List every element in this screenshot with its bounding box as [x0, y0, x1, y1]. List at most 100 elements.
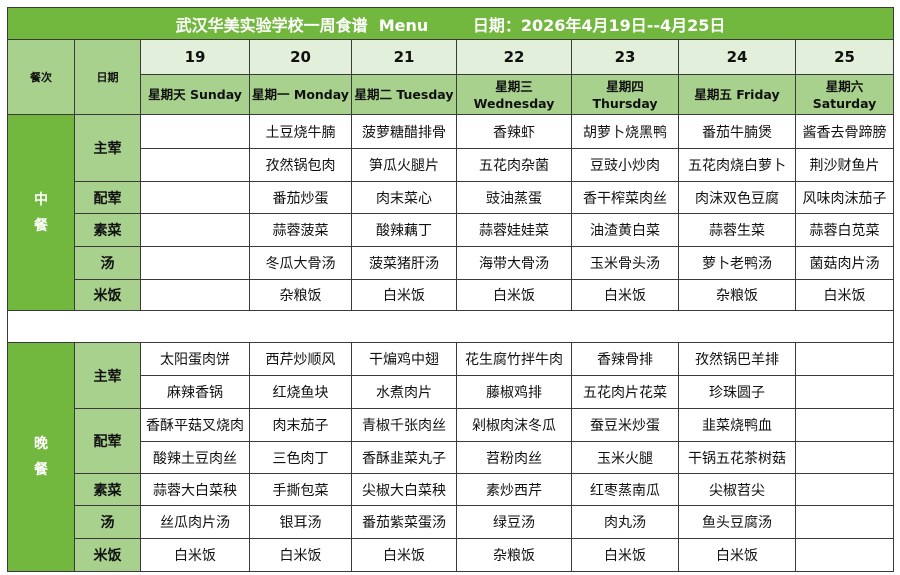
menu-row: 晚餐 主荤 太阳蛋肉饼 西芹炒顺风 干煸鸡中翅 花生腐竹拌牛肉 香辣骨排 孜然锅巴羊排	[7, 342, 894, 572]
dish-cell	[795, 473, 894, 506]
meal-name: 晚餐	[34, 436, 48, 478]
dish-cell: 孜然锅巴羊排	[678, 342, 796, 376]
dish-cell: 绿豆汤	[456, 505, 572, 539]
day-weekday: 星期一 Monday	[249, 74, 352, 115]
title-row: 武汉华美实验学校一周食谱 Menu 日期：2026年4月19日--4月25日	[7, 7, 894, 40]
dish-cell: 白米饭	[351, 538, 457, 572]
dish-cell: 肉沫双色豆腐	[678, 181, 796, 214]
dish-cell: 酸辣土豆肉丝	[140, 441, 250, 474]
category-label: 米饭	[74, 279, 141, 311]
dish-cell: 干锅五花茶树菇	[678, 441, 796, 474]
menu-row: 麻辣香锅 红烧鱼块 水煮肉片 藤椒鸡排 五花肉片花菜 珍珠圆子	[8, 375, 894, 409]
dish-cell: 白米饭	[678, 538, 796, 572]
dish-cell: 太阳蛋肉饼	[140, 342, 250, 376]
dish-cell: 杂粮饭	[678, 279, 796, 311]
dish-cell: 番茄紫菜蛋汤	[351, 505, 457, 539]
menu-row: 配荤 番茄炒蛋 肉末菜心 豉油蒸蛋 香干榨菜肉丝 肉沫双色豆腐 风味肉沫茄子	[8, 181, 894, 214]
dish-cell: 白米饭	[351, 279, 457, 311]
dish-cell: 菠菜猪肝汤	[351, 246, 457, 280]
meal-label: 晚餐	[7, 342, 75, 572]
separator-cell	[7, 310, 894, 343]
dish-cell: 香辣骨排	[571, 342, 679, 376]
dish-cell	[140, 213, 250, 247]
dish-cell: 白米饭	[140, 538, 250, 572]
dish-cell: 素炒西芹	[456, 473, 572, 506]
dish-cell: 韭菜烧鸭血	[678, 408, 796, 442]
dish-cell: 孜然锅包肉	[249, 148, 352, 182]
dish-cell: 白米饭	[249, 538, 352, 572]
menu-row: 汤 冬瓜大骨汤 菠菜猪肝汤 海带大骨汤 玉米骨头汤 萝卜老鸭汤 菌菇肉片汤	[8, 246, 894, 280]
menu-row: 素菜 蒜蓉大白菜秧 手撕包菜 尖椒大白菜秧 素炒西芹 红枣蒸南瓜 尖椒苕尖	[8, 473, 894, 506]
dish-cell: 肉末茄子	[249, 408, 352, 442]
dish-cell: 杂粮饭	[456, 538, 572, 572]
dish-cell: 鱼头豆腐汤	[678, 505, 796, 539]
menu-row: 米饭 白米饭 白米饭 白米饭 杂粮饭 白米饭 白米饭	[8, 538, 894, 572]
dish-cell: 荆沙财鱼片	[795, 148, 894, 182]
dish-cell	[795, 505, 894, 539]
dish-cell	[140, 246, 250, 280]
meal-header: 餐次	[7, 39, 75, 115]
dish-cell: 蒜蓉大白菜秧	[140, 473, 250, 506]
dish-cell: 豉油蒸蛋	[456, 181, 572, 214]
dish-cell: 胡萝卜烧黑鸭	[571, 114, 679, 149]
dish-cell	[795, 538, 894, 572]
dish-cell: 水煮肉片	[351, 375, 457, 409]
menu-row: 米饭 杂粮饭 白米饭 白米饭 白米饭 杂粮饭 白米饭	[8, 279, 894, 311]
dish-cell	[795, 408, 894, 442]
dish-cell: 银耳汤	[249, 505, 352, 539]
dish-cell: 油渣黄白菜	[571, 213, 679, 247]
date-header: 日期	[74, 39, 141, 115]
menu-title: 武汉华美实验学校一周食谱 Menu 日期：2026年4月19日--4月25日	[7, 7, 894, 40]
meal-separator	[7, 310, 894, 343]
dish-cell: 冬瓜大骨汤	[249, 246, 352, 280]
day-date: 23	[571, 39, 679, 75]
dish-cell: 番茄牛腩煲	[678, 114, 796, 149]
dish-cell: 五花肉片花菜	[571, 375, 679, 409]
dish-cell: 三色肉丁	[249, 441, 352, 474]
dish-cell: 五花肉杂菌	[456, 148, 572, 182]
dish-cell: 蒜蓉生菜	[678, 213, 796, 247]
dish-cell: 麻辣香锅	[140, 375, 250, 409]
day-weekday: 星期六 Saturday	[795, 74, 894, 115]
dish-cell	[140, 279, 250, 311]
menu-row: 孜然锅包肉 笋瓜火腿片 五花肉杂菌 豆豉小炒肉 五花肉烧白萝卜 荆沙财鱼片	[8, 148, 894, 182]
day-date: 25	[795, 39, 894, 75]
dish-cell: 香酥韭菜丸子	[351, 441, 457, 474]
dish-cell: 萝卜老鸭汤	[678, 246, 796, 280]
dish-cell	[140, 181, 250, 214]
category-label: 配荤	[74, 181, 141, 214]
dish-cell: 珍珠圆子	[678, 375, 796, 409]
day-weekday: 星期五 Friday	[678, 74, 796, 115]
dish-cell: 干煸鸡中翅	[351, 342, 457, 376]
dish-cell: 豆豉小炒肉	[571, 148, 679, 182]
dish-cell: 青椒千张肉丝	[351, 408, 457, 442]
day-date: 20	[249, 39, 352, 75]
dish-cell: 杂粮饭	[249, 279, 352, 311]
dish-cell: 酱香去骨蹄膀	[795, 114, 894, 149]
dish-cell: 玉米骨头汤	[571, 246, 679, 280]
dish-cell: 香酥平菇叉烧肉	[140, 408, 250, 442]
category-label: 配荤	[74, 408, 141, 474]
dish-cell: 香干榨菜肉丝	[571, 181, 679, 214]
dish-cell: 玉米火腿	[571, 441, 679, 474]
day-weekday: 星期二 Tuesday	[351, 74, 457, 115]
dish-cell: 五花肉烧白萝卜	[678, 148, 796, 182]
menu-row: 中餐 主荤 土豆烧牛腩 菠萝糖醋排骨 香辣虾 胡萝卜烧黑鸭 番茄牛腩煲 酱香去骨蹄膀	[7, 114, 894, 311]
menu-row: 素菜 蒜蓉菠菜 酸辣藕丁 蒜蓉娃娃菜 油渣黄白菜 蒜蓉生菜 蒜蓉白苋菜	[8, 213, 894, 247]
menu-row: 汤丝瓜肉片汤 银耳汤 番茄紫菜蛋汤 绿豆汤 肉丸汤 鱼头豆腐汤	[8, 505, 894, 539]
dish-cell: 尖椒苕尖	[678, 473, 796, 506]
dish-cell	[795, 441, 894, 474]
meal-label: 中餐	[7, 114, 75, 311]
day-date: 24	[678, 39, 796, 75]
category-label: 汤	[74, 246, 141, 280]
dish-cell: 酸辣藕丁	[351, 213, 457, 247]
category-label: 素菜	[74, 473, 141, 506]
day-date: 19	[140, 39, 250, 75]
dish-cell	[140, 114, 250, 149]
dish-cell: 香辣虾	[456, 114, 572, 149]
dish-cell: 红枣蒸南瓜	[571, 473, 679, 506]
dish-cell: 手撕包菜	[249, 473, 352, 506]
day-weekday: 星期四 Thursday	[571, 74, 679, 115]
category-label: 素菜	[74, 213, 141, 247]
dish-cell: 白米饭	[571, 279, 679, 311]
